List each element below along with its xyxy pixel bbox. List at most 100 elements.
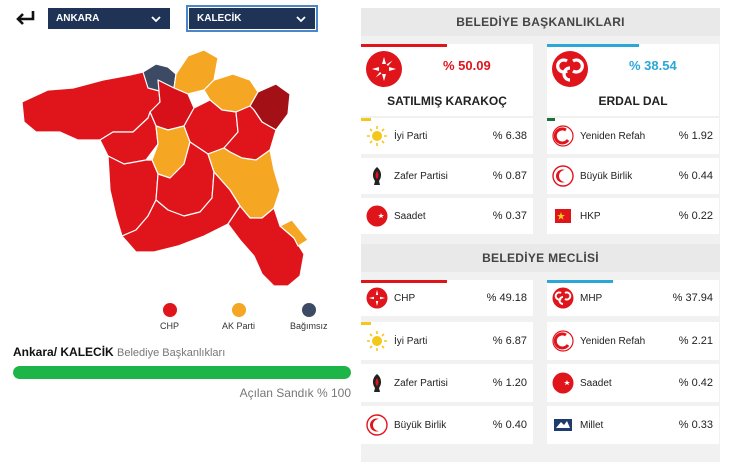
legend-dot: [162, 303, 177, 317]
mayor-row-iyi-parti[interactable]: İyi Parti % 6.38: [361, 118, 533, 154]
millet-icon: [554, 419, 572, 431]
mayor-row-hkp[interactable]: HKP % 0.22: [547, 198, 719, 234]
winner-card-chp[interactable]: % 50.09 SATILMIŞ KARAKOÇ: [361, 44, 533, 116]
legend-dot: [301, 303, 316, 317]
zafer-partisi-icon: [372, 374, 382, 392]
region-title: Ankara/ KALECİK Belediye Başkanlıkları: [13, 345, 225, 359]
legend-item-bagimsiz: Bağımsız: [290, 303, 328, 331]
district-select-value: KALECİK: [197, 13, 242, 24]
council-row-millet[interactable]: Millet % 0.33: [547, 406, 719, 444]
council-row-yeniden-refah[interactable]: Yeniden Refah % 2.21: [547, 322, 719, 360]
party-name: İyi Parti: [394, 131, 428, 142]
ballot-progress-bar: [13, 366, 351, 379]
ankara-district-map[interactable]: [18, 40, 318, 300]
mayor-row-zafer-partisi[interactable]: Zafer Partisi % 0.87: [361, 158, 533, 194]
region-subtitle: Belediye Başkanlıkları: [117, 347, 226, 359]
city-select[interactable]: ANKARA: [48, 8, 170, 29]
legend-dot: [231, 303, 246, 317]
mayor-row-buyuk-birlik[interactable]: Büyük Birlik % 0.44: [547, 158, 719, 194]
mhp-icon: [552, 287, 574, 309]
winner-color-bar: [547, 44, 639, 47]
party-name: Zafer Partisi: [394, 171, 448, 182]
district-select[interactable]: KALECİK: [186, 5, 318, 32]
winner-percentage: % 38.54: [629, 58, 677, 73]
chevron-down-icon: [151, 15, 161, 22]
winner-card-mhp[interactable]: % 38.54 ERDAL DAL: [547, 44, 719, 116]
winner-color-bar: [361, 44, 447, 47]
council-section-header: BELEDİYE MECLİSİ: [361, 244, 720, 272]
party-name: Yeniden Refah: [580, 336, 646, 347]
council-row-saadet[interactable]: Saadet % 0.42: [547, 364, 719, 402]
yeniden-refah-icon: [552, 125, 574, 147]
party-name: Saadet: [394, 211, 426, 222]
party-percentage: % 0.40: [492, 419, 527, 431]
party-percentage: % 6.87: [492, 335, 527, 347]
iyi-parti-sun-icon: [367, 331, 387, 351]
saadet-icon: [366, 205, 388, 227]
iyi-parti-sun-icon: [367, 126, 387, 146]
party-color-bar: [361, 118, 371, 121]
party-color-bar: [361, 322, 371, 325]
region-name: Ankara/ KALECİK: [13, 345, 114, 359]
hkp-icon: [555, 209, 571, 223]
saadet-icon: [552, 372, 574, 394]
winner-percentage: % 50.09: [443, 58, 491, 73]
party-color-bar: [547, 280, 613, 283]
party-name: İyi Parti: [394, 336, 428, 347]
party-percentage: % 1.20: [492, 377, 527, 389]
party-percentage: % 0.87: [492, 170, 527, 182]
legend-item-ak-parti: AK Parti: [222, 303, 255, 331]
mhp-logo-icon: [552, 51, 588, 87]
party-name: Yeniden Refah: [580, 131, 646, 142]
chevron-down-icon: [296, 15, 306, 22]
party-name: Büyük Birlik: [394, 420, 447, 431]
chp-icon: [366, 287, 388, 309]
legend-label: CHP: [160, 321, 180, 331]
party-percentage: % 6.38: [492, 130, 527, 142]
city-select-value: ANKARA: [56, 13, 100, 24]
ballot-progress-label: Açılan Sandık % 100: [239, 386, 351, 400]
party-percentage: % 0.42: [678, 377, 713, 389]
party-name: HKP: [580, 211, 601, 222]
legend-item-chp: CHP: [160, 303, 179, 331]
ballot-progress-fill: [13, 366, 351, 379]
council-row-chp[interactable]: CHP % 49.18: [361, 280, 533, 316]
zafer-partisi-icon: [372, 167, 382, 185]
party-percentage: % 0.37: [492, 210, 527, 222]
legend-label: Bağımsız: [290, 321, 328, 331]
results-panel: BELEDİYE BAŞKANLIKLARI % 50.09 SATILMIŞ …: [361, 8, 720, 462]
map-district[interactable]: [227, 205, 305, 287]
mayor-row-yeniden-refah[interactable]: Yeniden Refah % 1.92: [547, 118, 719, 154]
back-arrow-icon[interactable]: [14, 8, 36, 28]
mayor-section-header: BELEDİYE BAŞKANLIKLARI: [361, 8, 720, 36]
party-name: Büyük Birlik: [580, 171, 633, 182]
winner-name: SATILMIŞ KARAKOÇ: [387, 94, 507, 108]
party-percentage: % 49.18: [486, 292, 527, 304]
party-percentage: % 0.22: [678, 210, 713, 222]
council-row-mhp[interactable]: MHP % 37.94: [547, 280, 719, 316]
party-name: Zafer Partisi: [394, 378, 448, 389]
buyuk-birlik-icon: [552, 165, 574, 187]
party-percentage: % 0.44: [678, 170, 713, 182]
chp-logo-icon: [366, 51, 402, 87]
council-row-zafer-partisi[interactable]: Zafer Partisi % 1.20: [361, 364, 533, 402]
legend-label: AK Parti: [222, 321, 256, 331]
yeniden-refah-icon: [552, 330, 574, 352]
party-name: Millet: [580, 420, 604, 431]
party-name: CHP: [394, 293, 416, 304]
winner-name: ERDAL DAL: [598, 94, 668, 108]
party-name: MHP: [580, 293, 603, 304]
mayor-row-saadet[interactable]: Saadet % 0.37: [361, 198, 533, 234]
council-row-iyi-parti[interactable]: İyi Parti % 6.87: [361, 322, 533, 360]
party-percentage: % 1.92: [678, 130, 713, 142]
map-district[interactable]: [279, 219, 309, 247]
party-color-bar: [361, 280, 447, 283]
buyuk-birlik-icon: [366, 414, 388, 436]
party-percentage: % 0.33: [678, 419, 713, 431]
party-percentage: % 2.21: [678, 335, 713, 347]
party-color-bar: [547, 118, 555, 121]
party-name: Saadet: [580, 378, 612, 389]
party-percentage: % 37.94: [672, 292, 713, 304]
map-district[interactable]: [121, 171, 241, 253]
council-row-buyuk-birlik[interactable]: Büyük Birlik % 0.40: [361, 406, 533, 444]
